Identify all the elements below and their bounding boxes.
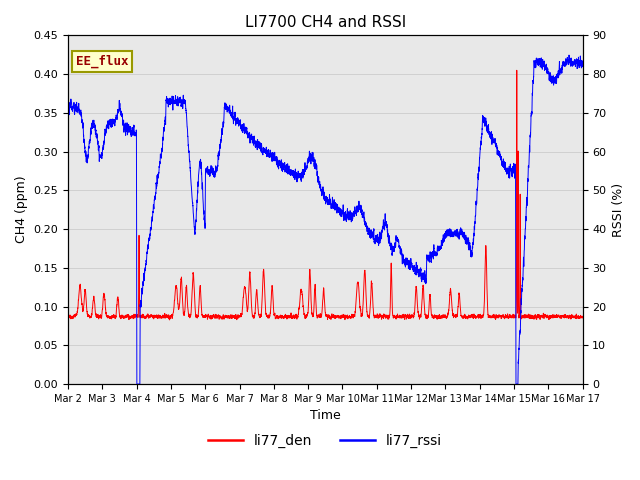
- Y-axis label: RSSI (%): RSSI (%): [612, 182, 625, 237]
- Text: EE_flux: EE_flux: [76, 55, 128, 68]
- Y-axis label: CH4 (ppm): CH4 (ppm): [15, 176, 28, 243]
- Title: LI7700 CH4 and RSSI: LI7700 CH4 and RSSI: [244, 15, 406, 30]
- Legend: li77_den, li77_rssi: li77_den, li77_rssi: [203, 429, 448, 454]
- X-axis label: Time: Time: [310, 409, 340, 422]
